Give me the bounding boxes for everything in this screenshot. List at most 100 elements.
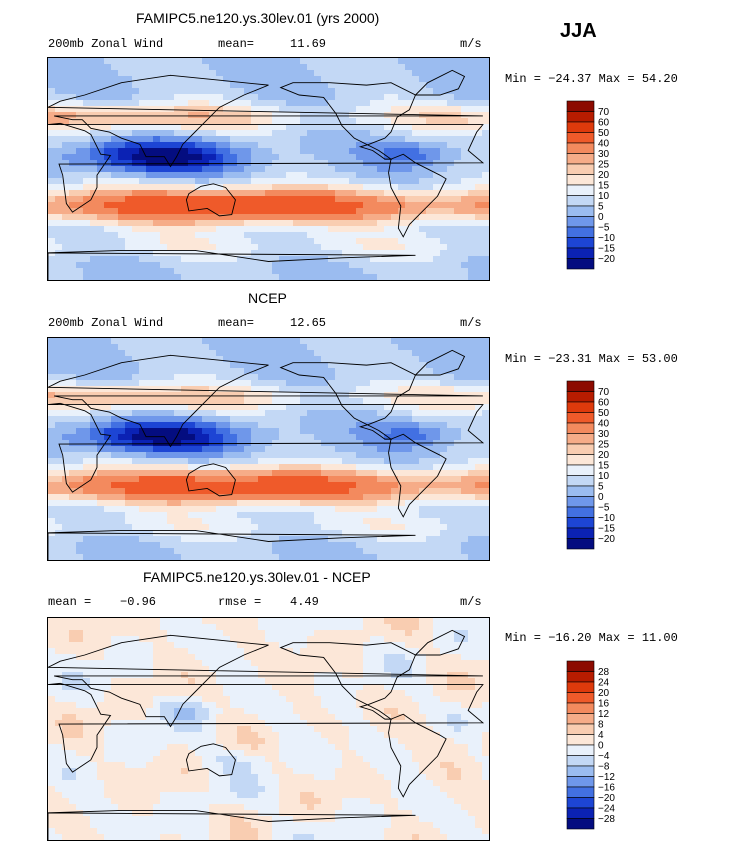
field-cell: [244, 434, 252, 441]
field-cell: [447, 404, 455, 411]
field-cell: [118, 500, 126, 507]
field-cell: [125, 76, 133, 83]
field-cell: [447, 274, 455, 280]
field-cell: [104, 338, 112, 345]
field-cell: [349, 630, 357, 637]
field-cell: [216, 470, 224, 477]
field-cell: [405, 470, 413, 477]
field-cell: [440, 368, 448, 375]
field-cell: [83, 88, 91, 95]
field-cell: [244, 512, 252, 519]
field-cell: [300, 518, 308, 525]
field-cell: [447, 136, 455, 143]
field-cell: [349, 154, 357, 161]
field-cell: [426, 274, 434, 280]
field-cell: [69, 142, 77, 149]
field-cell: [55, 506, 63, 513]
field-cell: [202, 404, 210, 411]
field-cell: [454, 154, 462, 161]
field-cell: [48, 470, 56, 477]
field-cell: [202, 70, 210, 77]
field-cell: [258, 624, 266, 631]
field-cell: [335, 244, 343, 251]
field-cell: [398, 58, 406, 65]
field-cell: [146, 154, 154, 161]
field-cell: [433, 434, 441, 441]
field-cell: [69, 220, 77, 227]
field-cell: [377, 244, 385, 251]
field-cell: [300, 268, 308, 275]
field-cell: [132, 380, 140, 387]
field-cell: [328, 274, 336, 280]
field-cell: [202, 172, 210, 179]
field-cell: [377, 118, 385, 125]
field-cell: [398, 464, 406, 471]
field-cell: [356, 488, 364, 495]
field-cell: [447, 518, 455, 525]
field-cell: [482, 88, 489, 95]
field-cell: [321, 416, 329, 423]
field-cell: [314, 458, 322, 465]
field-cell: [90, 166, 98, 173]
panel-2-map: [47, 337, 490, 561]
field-cell: [76, 202, 84, 209]
field-cell: [223, 202, 231, 209]
field-cell: [202, 536, 210, 543]
field-cell: [405, 190, 413, 197]
field-cell: [125, 392, 133, 399]
field-cell: [356, 338, 364, 345]
field-cell: [153, 452, 161, 459]
field-cell: [468, 506, 476, 513]
field-cell: [461, 524, 469, 531]
field-cell: [69, 202, 77, 209]
field-cell: [83, 362, 91, 369]
field-cell: [244, 518, 252, 525]
field-cell: [279, 410, 287, 417]
field-cell: [398, 410, 406, 417]
field-cell: [419, 548, 427, 555]
colorbar-tick-label: 20: [598, 170, 610, 181]
panel-1-colorbar: 70 60 50 40 30 25 20 15 10 5 0 −5 −10 −15 −20: [566, 100, 646, 270]
field-cell: [195, 428, 203, 435]
field-cell: [307, 76, 315, 83]
field-cell: [62, 494, 70, 501]
field-cell: [454, 482, 462, 489]
field-cell: [181, 636, 189, 643]
field-cell: [440, 416, 448, 423]
field-cell: [342, 554, 350, 560]
field-cell: [76, 434, 84, 441]
field-cell: [209, 88, 217, 95]
field-cell: [209, 106, 217, 113]
field-cell: [405, 524, 413, 531]
field-cell: [167, 398, 175, 405]
field-cell: [209, 518, 217, 525]
field-cell: [216, 512, 224, 519]
field-cell: [146, 226, 154, 233]
field-cell: [412, 130, 420, 137]
field-cell: [230, 166, 238, 173]
field-cell: [370, 232, 378, 239]
field-cell: [384, 548, 392, 555]
field-cell: [279, 482, 287, 489]
field-cell: [216, 82, 224, 89]
field-cell: [125, 536, 133, 543]
field-cell: [118, 618, 126, 625]
field-cell: [461, 470, 469, 477]
field-cell: [83, 118, 91, 125]
field-cell: [286, 374, 294, 381]
field-cell: [202, 542, 210, 549]
field-cell: [272, 82, 280, 89]
field-cell: [433, 506, 441, 513]
field-cell: [272, 238, 280, 245]
field-cell: [83, 256, 91, 263]
field-cell: [62, 536, 70, 543]
field-cell: [405, 630, 413, 637]
field-cell: [237, 250, 245, 257]
field-cell: [335, 226, 343, 233]
field-cell: [335, 262, 343, 269]
field-cell: [370, 268, 378, 275]
field-cell: [83, 214, 91, 221]
field-cell: [223, 392, 231, 399]
field-cell: [475, 488, 483, 495]
field-cell: [377, 434, 385, 441]
